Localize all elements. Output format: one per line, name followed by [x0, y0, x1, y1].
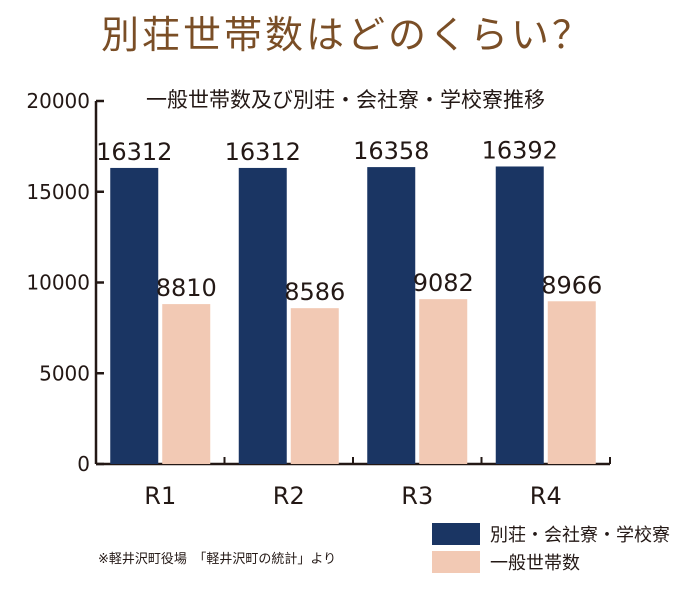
legend-label-villa: 別荘・会社寮・学校寮 — [490, 525, 670, 546]
bar-villa — [238, 167, 287, 464]
legend: 別荘・会社寮・学校寮 一般世帯数 — [432, 520, 670, 576]
legend-label-general: 一般世帯数 — [490, 553, 580, 574]
bar-villa — [110, 167, 159, 464]
bars — [110, 166, 596, 464]
bar-general — [290, 308, 339, 464]
bar-general — [162, 304, 211, 464]
x-tick-label: R1 — [144, 482, 176, 510]
legend-swatch-villa — [432, 523, 480, 545]
data-labels: 16312 8810 16312 8586 16358 9082 16392 8966 — [96, 136, 602, 306]
headline: 別荘世帯数はどのくらい？ — [100, 13, 593, 57]
legend-swatch-general — [432, 551, 480, 573]
x-tick-label: R4 — [530, 482, 562, 510]
axes: 0 5000 10000 15000 20000 R1 R2 R3 R4 — [26, 89, 611, 510]
data-label: 16312 — [225, 138, 301, 166]
bar-villa — [367, 167, 416, 464]
chart-title: 一般世帯数及び別荘・会社寮・学校寮推移 — [146, 88, 545, 112]
y-tick-label: 15000 — [26, 180, 90, 204]
x-tick-label: R2 — [273, 482, 305, 510]
source-note: ※軽井沢町役場 「軽井沢町の統計」より — [98, 552, 337, 567]
bar-general — [419, 299, 468, 464]
y-tick-label: 0 — [77, 452, 90, 476]
bar-villa — [495, 166, 544, 464]
data-label: 16392 — [482, 136, 558, 164]
data-label: 16312 — [96, 138, 172, 166]
data-label: 8586 — [284, 278, 345, 306]
data-label: 9082 — [413, 269, 474, 297]
bar-chart: 一般世帯数及び別荘・会社寮・学校寮推移 0 5000 10000 15000 20000… — [26, 88, 611, 510]
y-tick-label: 10000 — [26, 271, 90, 295]
legend-item-villa: 別荘・会社寮・学校寮 — [432, 520, 670, 548]
legend-item-general: 一般世帯数 — [432, 548, 670, 576]
x-tick-label: R3 — [401, 482, 433, 510]
data-label: 8966 — [541, 271, 602, 299]
data-label: 8810 — [156, 274, 217, 302]
bar-general — [547, 301, 596, 464]
y-tick-label: 5000 — [39, 361, 90, 385]
data-label: 16358 — [353, 137, 429, 165]
y-tick-label: 20000 — [26, 89, 90, 113]
